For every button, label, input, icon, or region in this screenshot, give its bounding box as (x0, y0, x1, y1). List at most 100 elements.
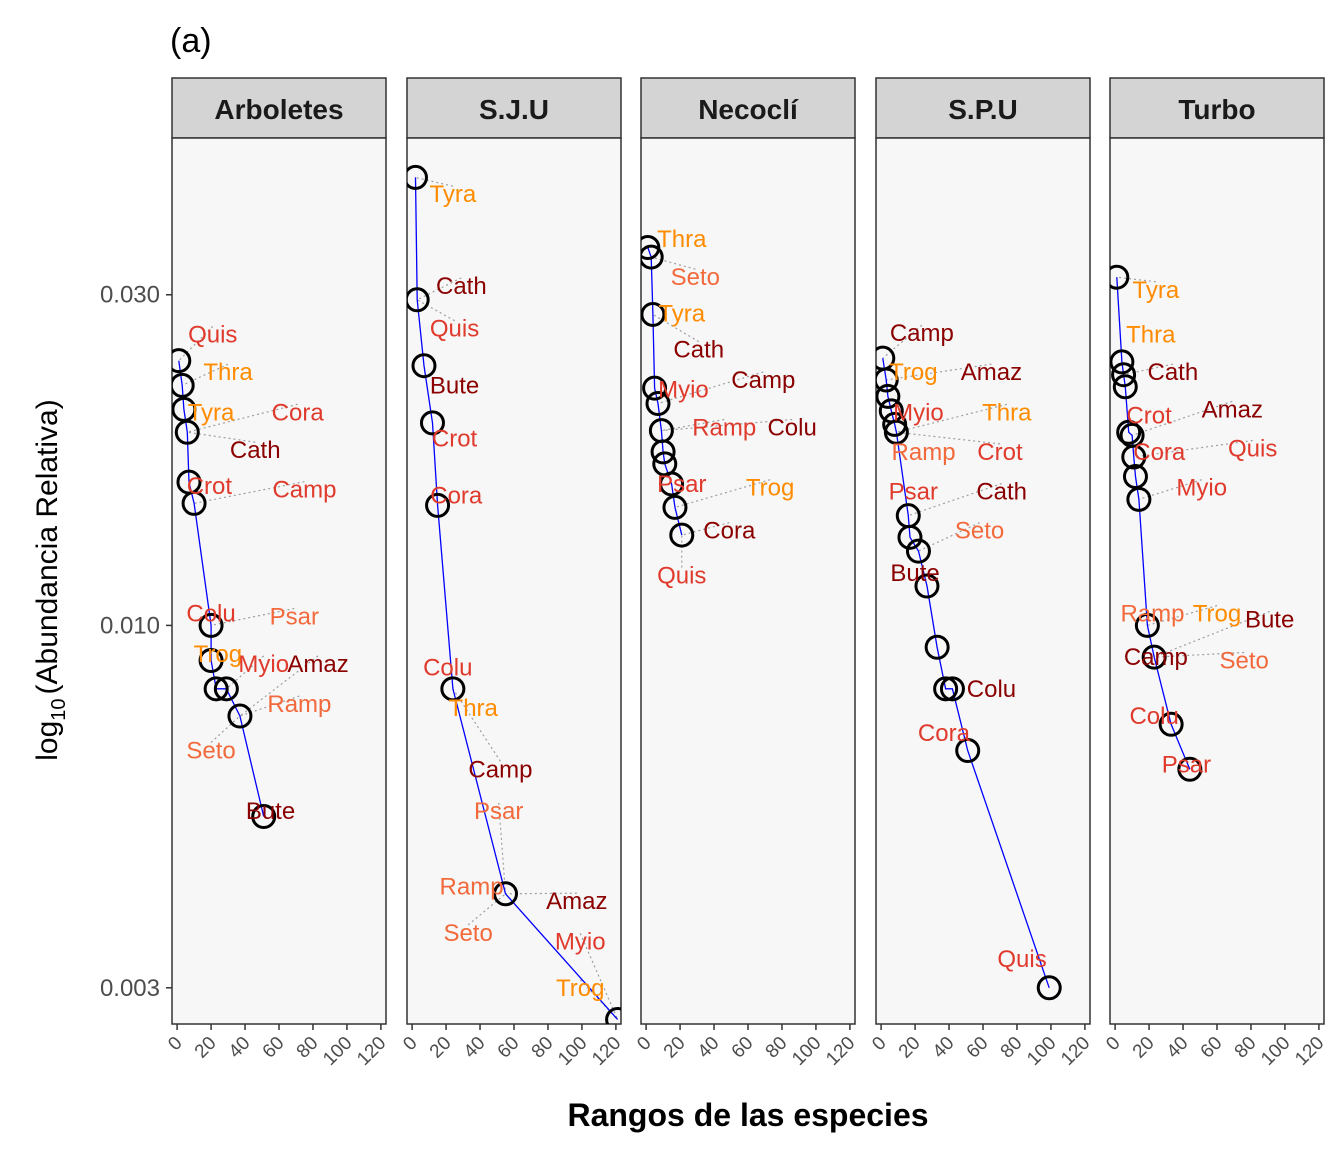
label-leader-line (579, 933, 619, 1020)
facet-strip (171, 77, 387, 139)
data-point (198, 647, 224, 673)
data-point (1177, 756, 1203, 782)
data-point (181, 490, 207, 516)
species-label: Amaz (287, 651, 348, 678)
species-label: Trog (746, 475, 794, 502)
label-leader-line (661, 418, 725, 432)
species-label: Cora (272, 399, 325, 426)
x-tick-label: 100 (319, 1033, 356, 1070)
facet-strip (1109, 77, 1325, 139)
species-label: Seto (186, 737, 235, 764)
label-leader-line (210, 607, 295, 627)
data-point (659, 471, 685, 497)
species-label: Quis (657, 563, 706, 590)
label-leader-line (652, 313, 700, 343)
y-tick-label: 0.010 (100, 612, 160, 639)
x-tick-label: 120 (822, 1033, 859, 1070)
x-tick-label: 80 (528, 1033, 558, 1063)
facet-panel-1: S.J.U Tyra Cath Quis Bute Crot Cora Colu Thra Cam… (399, 77, 625, 1070)
y-axis-title-subscript: 10 (48, 698, 70, 720)
rank-abundance-line (647, 247, 683, 536)
x-tick-label: 0 (633, 1033, 655, 1055)
x-tick-label: 40 (929, 1033, 959, 1063)
species-label: Ramp (692, 415, 756, 442)
facet-plot-area (875, 137, 1091, 1025)
species-label: Crot (1126, 402, 1172, 429)
data-point (1110, 349, 1135, 375)
facet-data: Tyra Cath Quis Bute Crot Cora Colu Thra Camp Psar… (407, 164, 621, 1024)
x-tick-label: 80 (762, 1033, 792, 1063)
facet-plot-area (171, 137, 387, 1025)
x-tick-label: 20 (191, 1033, 221, 1063)
facet-data: Quis Thra Tyra Cora Cath Crot Camp Colu Psar Trog… (172, 321, 349, 830)
x-tick-label: 120 (1057, 1033, 1094, 1070)
label-leader-line (416, 277, 462, 301)
species-label: Thra (657, 226, 707, 253)
x-tick-label: 80 (997, 1033, 1027, 1063)
data-point (172, 372, 195, 398)
data-point (1112, 374, 1138, 400)
facet-panel-0: Arboletes Quis Thra Tyra Cora Cath Crot Camp Col… (164, 77, 390, 1070)
label-leader-line (1154, 651, 1245, 658)
data-point (493, 881, 519, 907)
label-leader-line (193, 481, 305, 504)
species-label: Crot (187, 473, 233, 500)
facet-plot-area (406, 137, 622, 1025)
data-point (407, 164, 428, 190)
species-label: Ramp (1120, 601, 1184, 628)
facet-strip-label: Arboletes (214, 94, 343, 125)
species-label: Colu (967, 676, 1016, 703)
species-label: Thra (449, 695, 499, 722)
x-tick-label: 60 (728, 1033, 758, 1063)
data-point (174, 419, 200, 445)
species-label: Seto (955, 518, 1004, 545)
y-axis-title-rest: (Abundancia Relativa) (31, 399, 64, 694)
facet-strip-label: Necoclí (698, 94, 799, 125)
label-leader-line (882, 324, 923, 359)
data-point (1110, 264, 1130, 290)
label-leader-line (505, 892, 577, 895)
data-point (213, 676, 239, 702)
data-point (883, 419, 909, 445)
species-label: Cath (436, 273, 487, 300)
label-leader-line (896, 431, 1001, 445)
facet-strip (640, 77, 856, 139)
species-label: Psar (270, 604, 319, 631)
data-point (905, 538, 931, 564)
x-tick-label: 40 (225, 1033, 255, 1063)
species-label: Camp (468, 756, 532, 783)
species-label: Cora (918, 720, 971, 747)
species-label: Psar (657, 471, 706, 498)
species-label: Bute (246, 798, 295, 825)
x-tick-label: 80 (1231, 1033, 1261, 1063)
panel-tag: (a) (170, 22, 212, 60)
facet-strip-label: S.J.U (479, 94, 549, 125)
label-leader-line (181, 363, 229, 386)
data-point (876, 383, 901, 409)
label-leader-line (1138, 479, 1202, 500)
facet-panels: Arboletes Quis Thra Tyra Cora Cath Crot Camp Col… (164, 77, 1328, 1070)
label-leader-line (1133, 439, 1253, 458)
x-tick-label: 20 (895, 1033, 925, 1063)
data-point (641, 301, 666, 327)
data-point (605, 1007, 621, 1024)
data-point (198, 612, 224, 638)
species-label: Bute (1245, 606, 1294, 633)
facet-strip-label: S.P.U (948, 94, 1018, 125)
species-label: Seto (671, 264, 720, 291)
species-label: Camp (731, 367, 795, 394)
species-label: Seto (1219, 647, 1268, 674)
species-label: Colu (767, 415, 816, 442)
label-leader-line (908, 483, 1002, 517)
facet-panel-2: Necoclí Thra Seto Tyra Cath Camp Myio Ramp Colu P… (633, 77, 859, 1070)
label-leader-line (1123, 363, 1173, 376)
data-point (419, 410, 445, 436)
species-label: Tyra (658, 300, 705, 327)
species-label: Bute (890, 560, 939, 587)
data-point (1116, 419, 1142, 445)
species-label: Myio (1176, 475, 1227, 502)
rank-abundance-line (178, 360, 265, 817)
